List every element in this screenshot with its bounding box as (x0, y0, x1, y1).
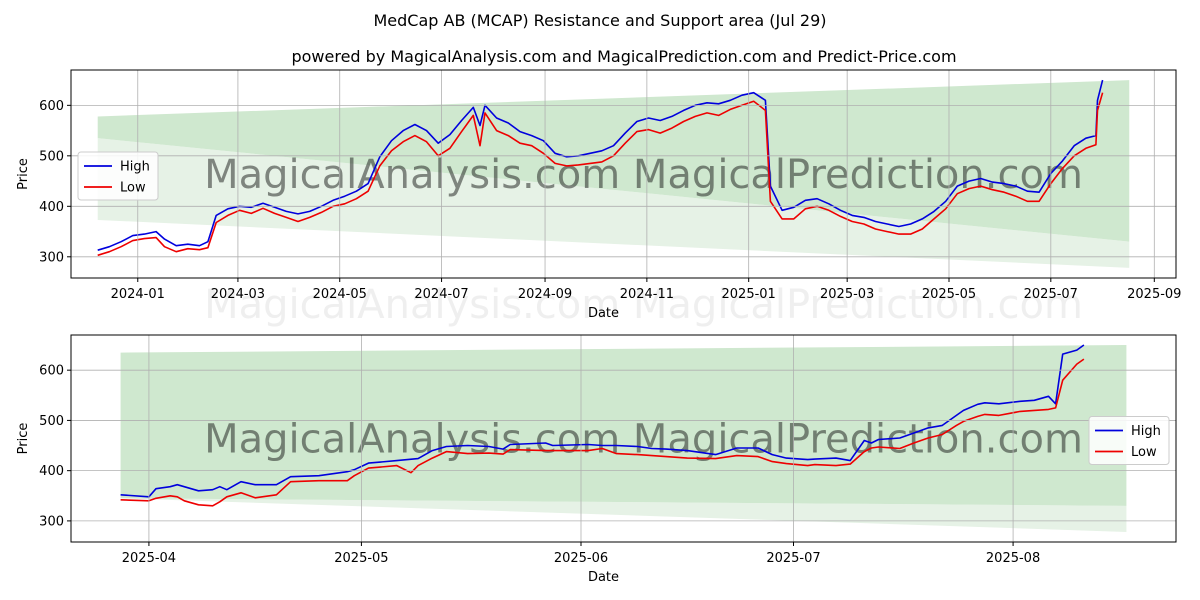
top-xtick-label: 2024-07 (414, 287, 468, 302)
bottom-xtick-label: 2025-05 (334, 551, 388, 566)
bottom-support-band (120, 498, 1127, 532)
top-watermark-lower: MagicalAnalysis.com MagicalPrediction.co… (204, 282, 1083, 328)
top-resistance-band (97, 80, 1130, 242)
top-xtick-label: 2024-05 (313, 287, 367, 302)
bottom-axes-frame (70, 334, 1177, 543)
top-xtick-label: 2024-09 (518, 287, 572, 302)
top-xtick-label: 2024-03 (211, 287, 265, 302)
top-watermark: MagicalAnalysis.com MagicalPrediction.co… (204, 152, 1083, 198)
bottom-xtick-label: 2025-06 (554, 551, 608, 566)
top-xtick-label: 2024-11 (620, 287, 674, 302)
bottom-series-low-line (120, 358, 1085, 507)
bottom-y-axis-label: Price (16, 423, 31, 455)
top-ytick-label: 500 (39, 149, 64, 164)
top-support-band (97, 138, 1130, 268)
top-xtick-label: 2025-03 (820, 287, 874, 302)
top-plot-area: MagicalAnalysis.com MagicalPrediction.co… (97, 79, 1130, 268)
bottom-ytick-label: 500 (39, 414, 64, 429)
top-xtick-label: 2024-01 (111, 287, 165, 302)
chart-title: MedCap AB (MCAP) Resistance and Support … (374, 11, 827, 30)
bottom-ytick-label: 600 (39, 364, 64, 379)
bottom-xtick-label: 2025-08 (986, 551, 1040, 566)
bottom-x-axis-label: Date (588, 570, 619, 585)
top-x-axis-label: Date (588, 306, 619, 321)
bottom-resistance-band (120, 345, 1127, 506)
top-xtick-label: 2025-09 (1127, 287, 1181, 302)
top-legend: High Low (77, 151, 159, 201)
top-xtick-label: 2025-05 (922, 287, 976, 302)
top-series-low-line (97, 92, 1104, 257)
bottom-xtick-label: 2025-07 (766, 551, 820, 566)
top-xtick-label: 2025-07 (1024, 287, 1078, 302)
bottom-legend-label-low: Low (1131, 445, 1157, 460)
top-xtick-label: 2025-01 (722, 287, 776, 302)
top-plot: MagicalAnalysis.com MagicalPrediction.co… (16, 69, 1181, 328)
top-series-high-line (97, 79, 1104, 251)
top-legend-label-low: Low (120, 181, 146, 196)
top-ytick-label: 300 (39, 250, 64, 265)
top-axes-frame (70, 69, 1177, 279)
bottom-ytick-label: 400 (39, 464, 64, 479)
top-y-axis-label: Price (16, 158, 31, 190)
top-ytick-label: 400 (39, 200, 64, 215)
bottom-legend: High Low (1088, 416, 1170, 465)
bottom-series-high-line (120, 344, 1085, 498)
bottom-xtick-label: 2025-04 (122, 551, 176, 566)
bottom-legend-box (1088, 416, 1170, 465)
top-legend-box (77, 151, 159, 201)
bottom-ytick-label: 300 (39, 514, 64, 529)
bottom-plot-area: MagicalAnalysis.com MagicalPrediction.co… (120, 344, 1127, 532)
bottom-legend-label-high: High (1131, 424, 1161, 439)
top-ytick-label: 600 (39, 99, 64, 114)
bottom-plot: MagicalAnalysis.com MagicalPrediction.co… (16, 334, 1177, 585)
top-legend-label-high: High (120, 160, 150, 175)
chart-subtitle: powered by MagicalAnalysis.com and Magic… (291, 47, 956, 66)
